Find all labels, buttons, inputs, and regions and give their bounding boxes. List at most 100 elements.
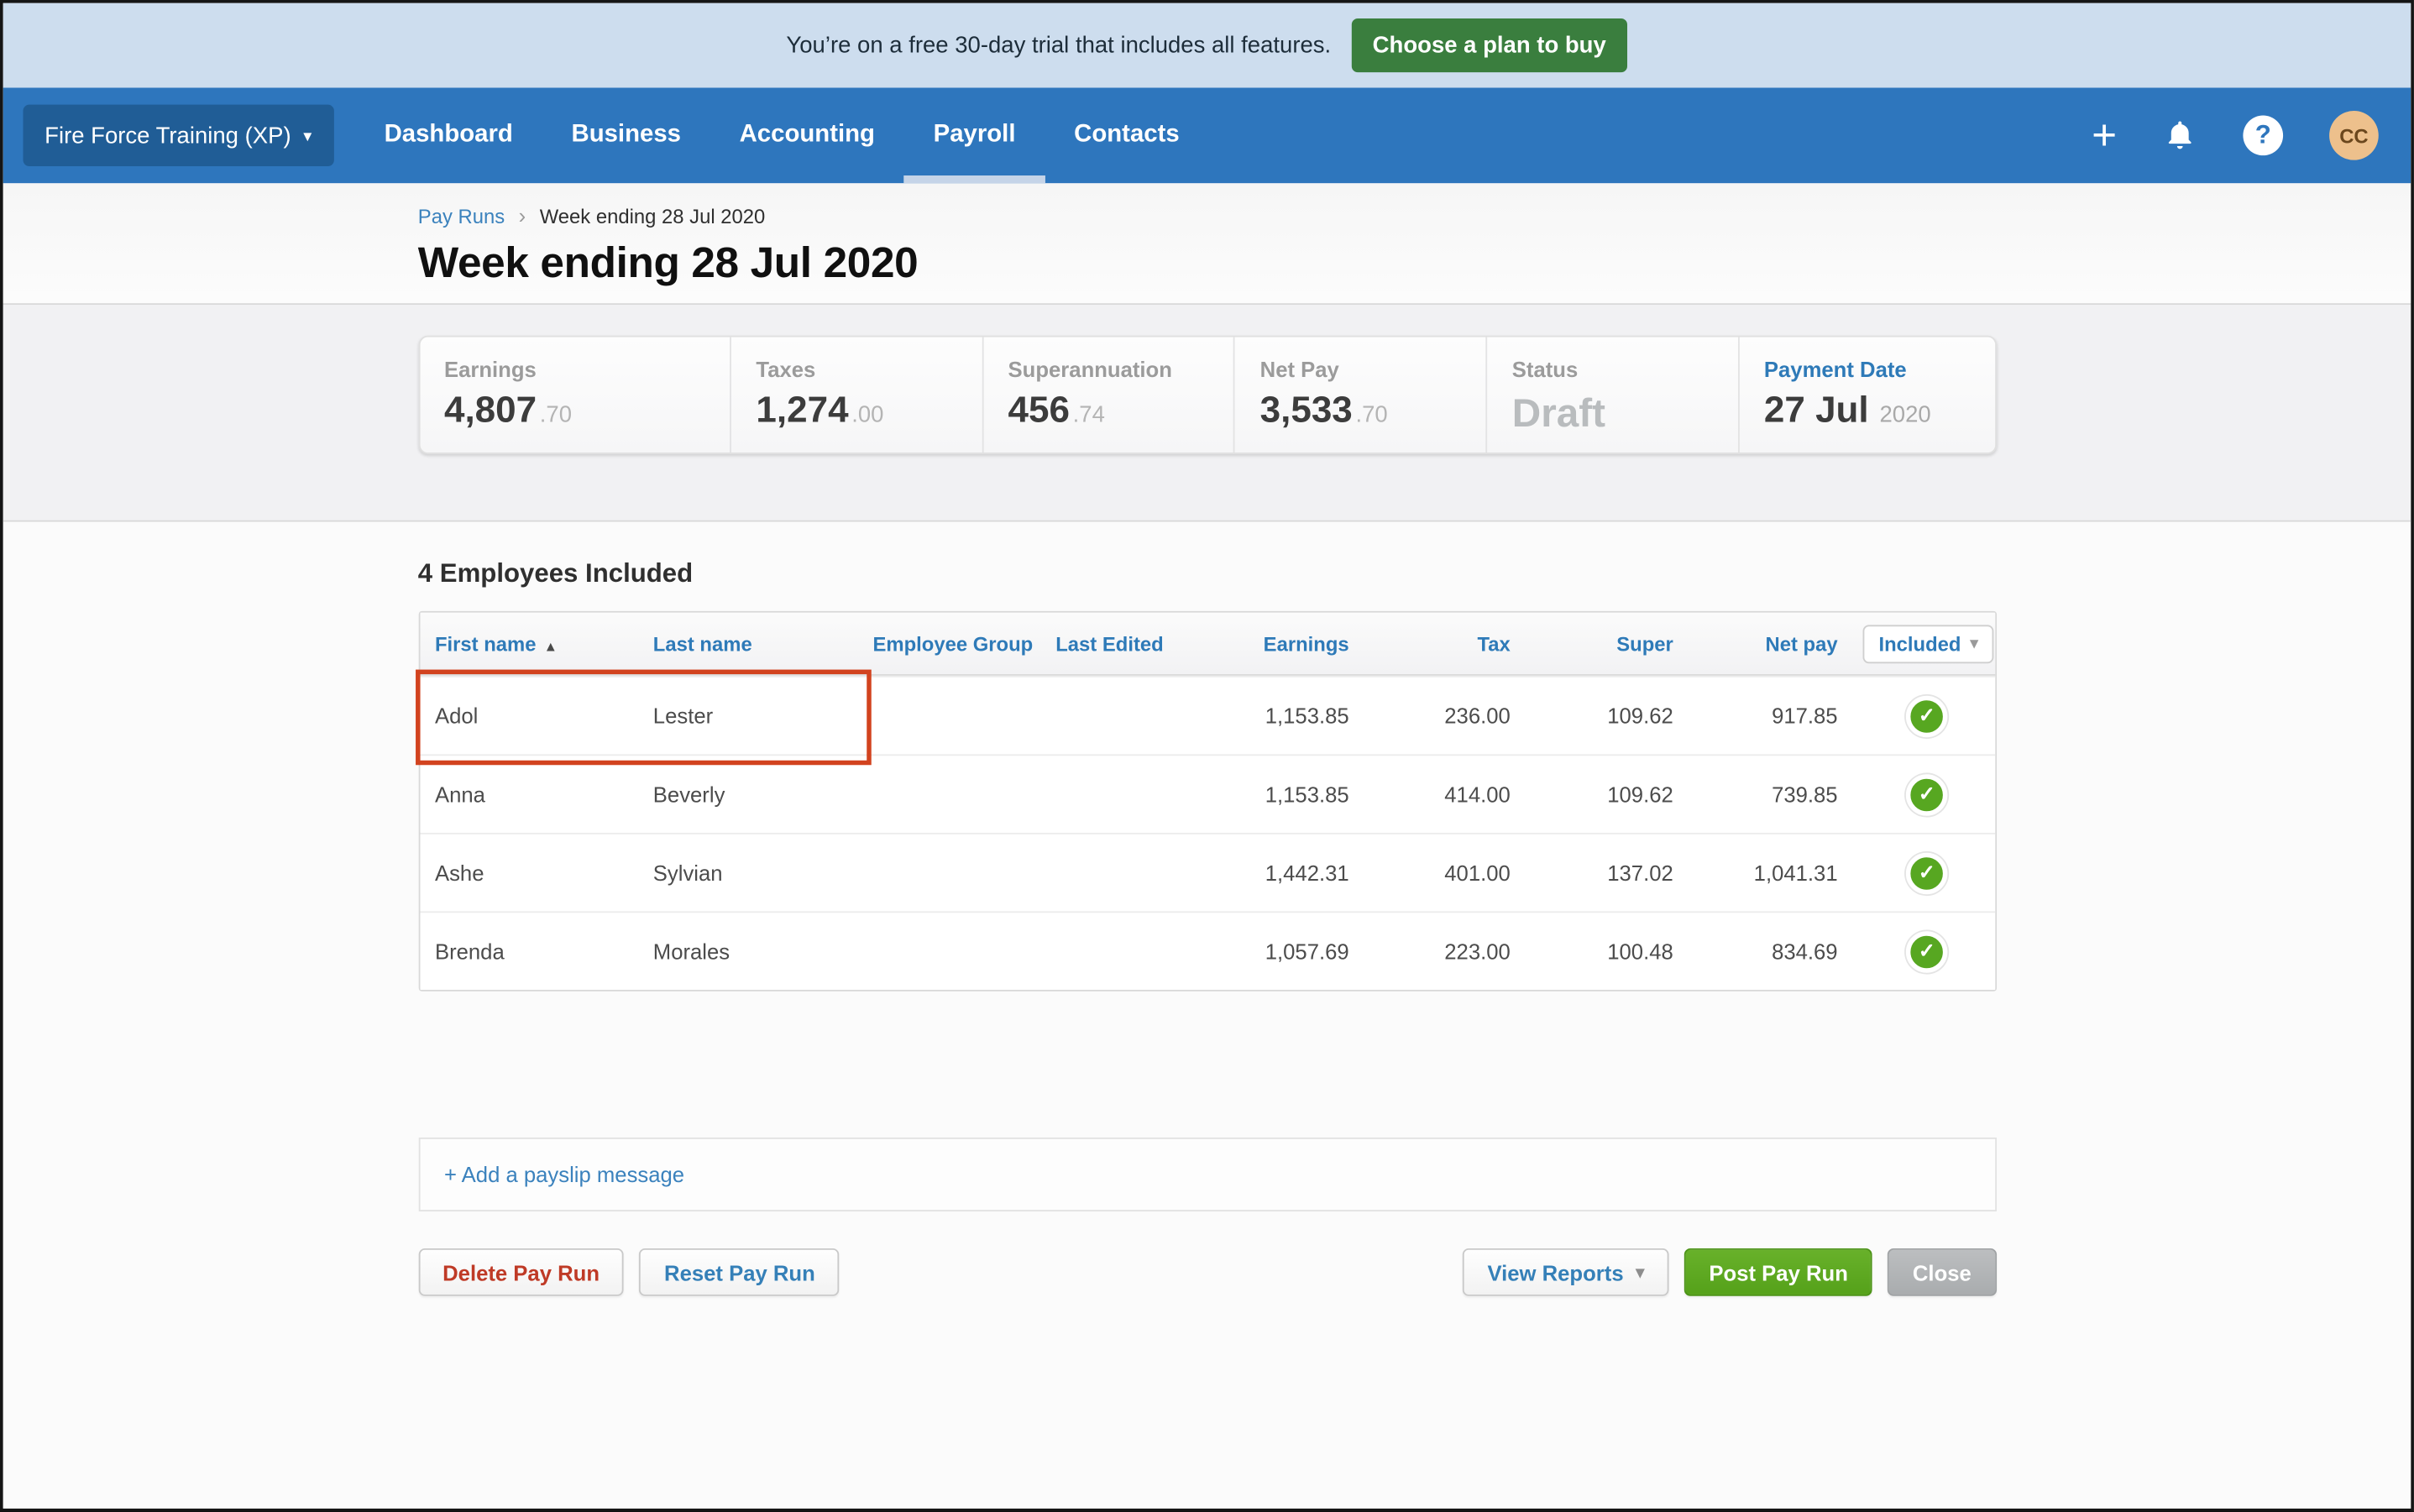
cell-last-name: Beverly bbox=[652, 782, 725, 807]
summary-earnings-value: 4,807 bbox=[443, 389, 537, 432]
payment-date-label[interactable]: Payment Date bbox=[1763, 357, 1907, 382]
cell-super: 109.62 bbox=[1607, 782, 1673, 807]
column-header-earnings[interactable]: Earnings bbox=[1263, 631, 1349, 656]
chevron-down-icon: ▾ bbox=[303, 127, 312, 146]
nav-item-dashboard[interactable]: Dashboard bbox=[384, 121, 513, 149]
table-row-ashe-sylvian[interactable]: Ashe Sylvian 1,442.31 401.00 137.02 1,04… bbox=[419, 832, 1995, 912]
summary-superannuation-label: Superannuation bbox=[1008, 357, 1172, 382]
column-header-tax[interactable]: Tax bbox=[1477, 631, 1511, 656]
cell-super: 100.48 bbox=[1607, 939, 1673, 964]
cell-last-name: Morales bbox=[652, 939, 730, 964]
add-new-icon[interactable]: + bbox=[2092, 111, 2118, 159]
summary-superannuation-value: 456 bbox=[1008, 389, 1070, 432]
breadcrumb: Pay Runs › Week ending 28 Jul 2020 bbox=[418, 203, 1996, 228]
summary-payment-date: Payment Date 27 Jul 2020 bbox=[1737, 337, 1995, 453]
table-row-adol-lester[interactable]: Adol Lester 1,153.85 236.00 109.62 917.8… bbox=[419, 675, 1995, 755]
breadcrumb-payruns-link[interactable]: Pay Runs bbox=[417, 203, 505, 228]
breadcrumb-current: Week ending 28 Jul 2020 bbox=[539, 203, 766, 228]
trial-message: You’re on a free 30-day trial that inclu… bbox=[786, 32, 1332, 59]
payrun-summary-card: Earnings 4,807.70 Taxes 1,274.00 Superan… bbox=[417, 335, 1997, 454]
nav-item-business[interactable]: Business bbox=[571, 121, 681, 149]
table-row-brenda-morales[interactable]: Brenda Morales 1,057.69 223.00 100.48 83… bbox=[419, 911, 1995, 990]
column-header-first-name[interactable]: First name ▲ bbox=[434, 631, 558, 656]
nav-item-contacts[interactable]: Contacts bbox=[1074, 121, 1180, 149]
cell-earnings: 1,442.31 bbox=[1265, 860, 1349, 886]
cell-tax: 223.00 bbox=[1444, 939, 1511, 964]
status-badge: Draft bbox=[1511, 389, 1606, 436]
nav-menu: Dashboard Business Accounting Payroll Co… bbox=[355, 88, 1209, 184]
cell-net-pay: 917.85 bbox=[1772, 703, 1838, 729]
user-avatar[interactable]: CC bbox=[2329, 111, 2379, 160]
cell-first-name: Anna bbox=[434, 782, 485, 807]
cell-super: 109.62 bbox=[1607, 703, 1673, 729]
included-check-icon[interactable]: ✓ bbox=[1906, 930, 1948, 972]
summary-earnings-decimal: .70 bbox=[539, 401, 573, 428]
actions-row: Delete Pay Run Reset Pay Run View Report… bbox=[417, 1248, 1997, 1296]
summary-taxes: Taxes 1,274.00 bbox=[730, 337, 982, 453]
summary-netpay-decimal: .70 bbox=[1355, 401, 1388, 428]
column-header-last-name[interactable]: Last name bbox=[652, 631, 752, 656]
summary-status-label: Status bbox=[1511, 357, 1579, 382]
nav-item-accounting[interactable]: Accounting bbox=[739, 121, 875, 149]
included-check-icon[interactable]: ✓ bbox=[1906, 851, 1948, 894]
summary-superannuation-decimal: .74 bbox=[1072, 401, 1105, 428]
close-button[interactable]: Close bbox=[1888, 1248, 1997, 1296]
add-payslip-message-link[interactable]: + Add a payslip message bbox=[443, 1162, 685, 1187]
summary-netpay-value: 3,533 bbox=[1259, 389, 1353, 432]
org-menu-button[interactable]: Fire Force Training (XP) ▾ bbox=[23, 104, 334, 167]
cell-tax: 236.00 bbox=[1444, 703, 1511, 729]
cell-net-pay: 1,041.31 bbox=[1753, 860, 1838, 886]
nav-right-icons: + ? CC bbox=[2092, 111, 2390, 160]
employees-table: First name ▲ Last name Employee Group Las… bbox=[415, 610, 1997, 991]
column-header-super[interactable]: Super bbox=[1616, 631, 1673, 656]
cell-last-name: Sylvian bbox=[652, 860, 723, 886]
main-content: 4 Employees Included First name ▲ Last na… bbox=[3, 521, 2411, 1509]
summary-superannuation: Superannuation 456.74 bbox=[982, 337, 1233, 453]
reset-pay-run-button[interactable]: Reset Pay Run bbox=[639, 1248, 840, 1296]
help-icon[interactable]: ? bbox=[2243, 115, 2284, 156]
summary-status: Status Draft bbox=[1485, 337, 1738, 453]
column-header-net-pay[interactable]: Net pay bbox=[1765, 631, 1838, 656]
sort-asc-icon: ▲ bbox=[543, 637, 558, 654]
choose-plan-button[interactable]: Choose a plan to buy bbox=[1351, 18, 1628, 73]
column-header-employee-group[interactable]: Employee Group bbox=[872, 631, 1034, 656]
cell-earnings: 1,057.69 bbox=[1265, 939, 1349, 964]
cell-tax: 414.00 bbox=[1444, 782, 1511, 807]
column-header-last-edited[interactable]: Last Edited bbox=[1055, 631, 1164, 656]
nav-item-payroll[interactable]: Payroll bbox=[903, 88, 1045, 184]
summary-taxes-label: Taxes bbox=[756, 357, 816, 382]
payment-date-value: 27 Jul bbox=[1763, 389, 1869, 432]
chevron-down-icon: ▾ bbox=[1636, 1263, 1645, 1283]
summary-netpay: Net Pay 3,533.70 bbox=[1233, 337, 1485, 453]
cell-tax: 401.00 bbox=[1444, 860, 1511, 886]
cell-first-name: Adol bbox=[434, 703, 479, 729]
trial-banner: You’re on a free 30-day trial that inclu… bbox=[3, 3, 2411, 88]
cell-first-name: Ashe bbox=[434, 860, 484, 886]
main-navbar: Fire Force Training (XP) ▾ Dashboard Bus… bbox=[3, 87, 2411, 184]
view-reports-button[interactable]: View Reports ▾ bbox=[1463, 1248, 1669, 1296]
summary-netpay-label: Net Pay bbox=[1259, 357, 1339, 382]
breadcrumb-separator-icon: › bbox=[518, 203, 526, 228]
summary-taxes-value: 1,274 bbox=[756, 389, 849, 432]
table-row-anna-beverly[interactable]: Anna Beverly 1,153.85 414.00 109.62 739.… bbox=[419, 754, 1995, 833]
summary-taxes-decimal: .00 bbox=[851, 401, 884, 428]
notifications-bell-icon[interactable] bbox=[2163, 117, 2197, 154]
summary-earnings-label: Earnings bbox=[443, 357, 537, 382]
included-check-icon[interactable]: ✓ bbox=[1906, 694, 1948, 737]
included-check-icon[interactable]: ✓ bbox=[1906, 773, 1948, 815]
table-header-row: First name ▲ Last name Employee Group Las… bbox=[419, 612, 1995, 676]
summary-earnings: Earnings 4,807.70 bbox=[420, 337, 730, 453]
cell-super: 137.02 bbox=[1607, 860, 1673, 886]
chevron-down-icon: ▾ bbox=[1970, 635, 1978, 652]
payslip-message-box: + Add a payslip message bbox=[417, 1137, 1997, 1211]
payment-date-year: 2020 bbox=[1879, 401, 1931, 428]
page-title: Week ending 28 Jul 2020 bbox=[417, 238, 919, 287]
post-pay-run-button[interactable]: Post Pay Run bbox=[1684, 1248, 1873, 1296]
cell-first-name: Brenda bbox=[434, 939, 505, 964]
included-filter-button[interactable]: Included ▾ bbox=[1863, 624, 1994, 663]
cell-net-pay: 834.69 bbox=[1772, 939, 1838, 964]
page-header: Pay Runs › Week ending 28 Jul 2020 Week … bbox=[3, 183, 2411, 306]
delete-pay-run-button[interactable]: Delete Pay Run bbox=[417, 1248, 625, 1296]
column-header-included: Included ▾ bbox=[1859, 624, 1994, 663]
